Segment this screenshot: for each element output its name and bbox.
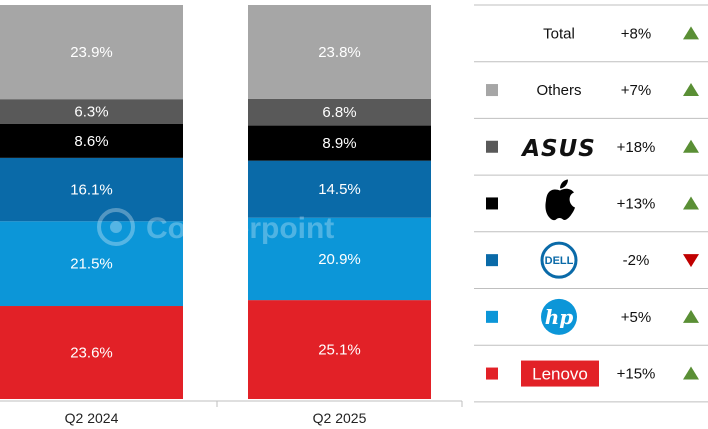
up-arrow-icon <box>683 309 699 323</box>
watermark-text: Counterpoint <box>146 212 334 245</box>
up-arrow-icon <box>683 366 699 380</box>
data-label-lenovo-q2-2025: 25.1% <box>318 342 361 359</box>
change-value-dell: -2% <box>623 252 650 269</box>
legend-swatch-apple <box>486 197 498 210</box>
bars-layer <box>0 5 431 399</box>
category-label-q2-2024: Q2 2024 <box>65 410 119 426</box>
bar-dell-q2-2024 <box>0 157 183 222</box>
data-label-apple-q2-2025: 8.9% <box>322 135 356 152</box>
bar-dell-q2-2025 <box>248 160 431 218</box>
change-value-asus: +18% <box>617 139 656 156</box>
legend-row-total: Total +8% <box>474 4 708 42</box>
up-arrow-icon <box>683 83 699 97</box>
legend-row-dell: DELL -2% <box>474 231 708 279</box>
legend-swatch-hp <box>486 310 498 323</box>
bar-lenovo-q2-2024 <box>0 306 183 399</box>
change-value-apple: +13% <box>617 195 656 212</box>
legend-label-total: Total <box>543 25 575 42</box>
hp-logo <box>541 298 577 335</box>
bar-lenovo-q2-2025 <box>248 300 431 399</box>
change-value-lenovo: +15% <box>617 366 656 383</box>
change-value-total: +8% <box>621 25 651 42</box>
bar-asus-q2-2025 <box>248 98 431 126</box>
asus-logo: ASUS <box>520 136 596 162</box>
data-label-hp-q2-2024: 21.5% <box>70 256 113 273</box>
up-arrow-icon <box>683 26 699 40</box>
data-label-hp-q2-2025: 20.9% <box>318 251 361 268</box>
watermark-icon <box>97 208 135 246</box>
labels-layer: 23.6% 21.5% 16.1% 8.6% 6.3% 23.9% Q2 2024 25.1%… <box>65 44 367 426</box>
bar-apple-q2-2024 <box>0 123 183 158</box>
data-label-dell-q2-2025: 14.5% <box>318 181 361 198</box>
legend-swatch-dell <box>486 254 498 267</box>
dell-logo-text: DELL <box>545 255 574 267</box>
category-label-q2-2025: Q2 2025 <box>313 410 367 426</box>
data-label-asus-q2-2024: 6.3% <box>74 104 108 121</box>
up-arrow-icon <box>683 196 699 210</box>
dell-logo <box>540 241 578 279</box>
legend-label-others: Others <box>536 82 581 99</box>
legend: Total +8% Others +7% ASUS +18% +13% DELL -2% hp +5… <box>474 4 708 403</box>
bar-hp-q2-2025 <box>248 217 431 301</box>
lenovo-logo-text: Lenovo <box>532 365 588 384</box>
apple-logo <box>545 188 575 221</box>
change-value-others: +7% <box>621 82 651 99</box>
bar-others-q2-2024 <box>0 5 183 100</box>
watermark: Counterpoint <box>97 208 334 246</box>
category-axis <box>0 400 463 407</box>
legend-row-apple: +13% <box>474 174 708 221</box>
bar-asus-q2-2024 <box>0 99 183 124</box>
data-label-lenovo-q2-2024: 23.6% <box>70 345 113 362</box>
apple-logo-leaf <box>560 179 568 189</box>
legend-row-others: Others +7% <box>474 61 708 99</box>
hp-logo-text: hp <box>545 305 574 329</box>
data-label-dell-q2-2024: 16.1% <box>70 182 113 199</box>
data-label-apple-q2-2024: 8.6% <box>74 133 108 150</box>
legend-swatch-asus <box>486 140 498 153</box>
bar-others-q2-2025 <box>248 5 431 99</box>
legend-swatch-others <box>486 84 498 97</box>
data-label-others-q2-2025: 23.8% <box>318 44 361 61</box>
up-arrow-icon <box>683 139 699 153</box>
change-value-hp: +5% <box>621 309 651 326</box>
bar-apple-q2-2025 <box>248 125 431 161</box>
data-label-asus-q2-2025: 6.8% <box>322 104 356 121</box>
data-label-others-q2-2024: 23.9% <box>70 44 113 61</box>
legend-row-lenovo: Lenovo +15% <box>474 344 708 387</box>
legend-row-hp: hp +5% <box>474 288 708 335</box>
legend-row-asus: ASUS +18% <box>474 117 708 162</box>
bar-hp-q2-2024 <box>0 221 183 307</box>
watermark-icon-dot <box>110 221 122 233</box>
legend-swatch-lenovo <box>486 367 498 380</box>
down-arrow-icon <box>683 254 699 268</box>
lenovo-logo <box>521 360 599 387</box>
